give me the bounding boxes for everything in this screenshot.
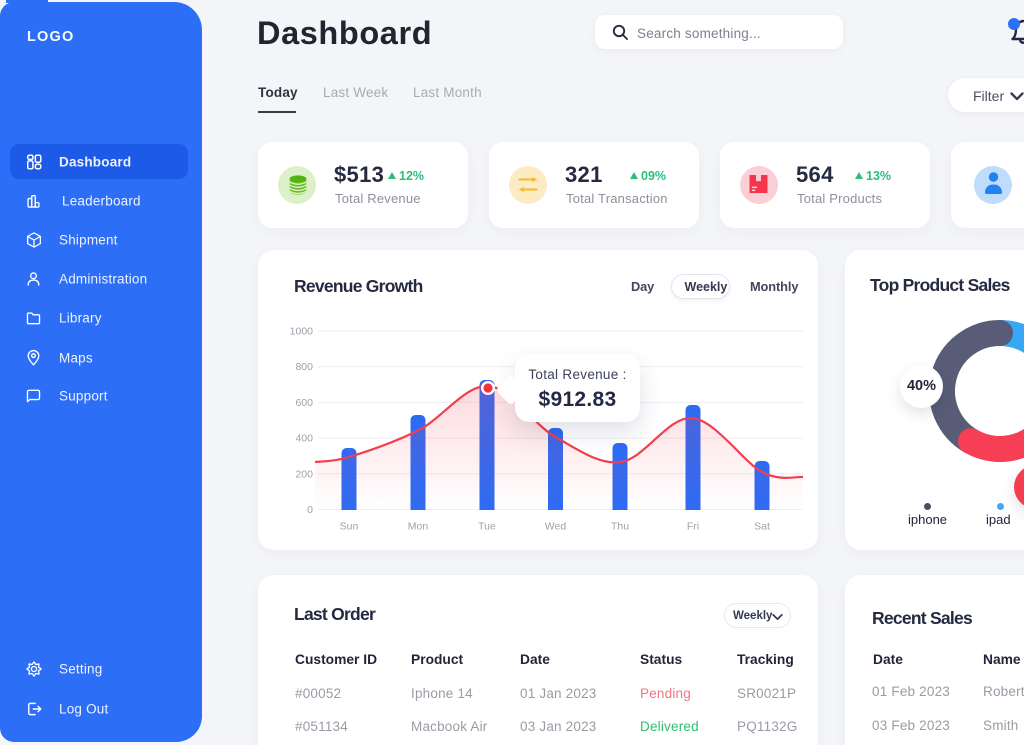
- svg-text:Fri: Fri: [687, 521, 699, 533]
- svg-text:1000: 1000: [290, 326, 314, 338]
- svg-text:600: 600: [295, 397, 313, 409]
- svg-text:Mon: Mon: [408, 521, 429, 533]
- svg-text:800: 800: [295, 361, 313, 373]
- svg-text:Sun: Sun: [340, 521, 359, 533]
- svg-text:Thu: Thu: [611, 521, 629, 533]
- svg-text:0: 0: [307, 504, 313, 516]
- svg-text:Tue: Tue: [478, 521, 496, 533]
- svg-text:Sat: Sat: [754, 521, 770, 533]
- svg-text:Wed: Wed: [545, 521, 567, 533]
- svg-text:400: 400: [295, 433, 313, 445]
- svg-text:200: 200: [295, 468, 313, 480]
